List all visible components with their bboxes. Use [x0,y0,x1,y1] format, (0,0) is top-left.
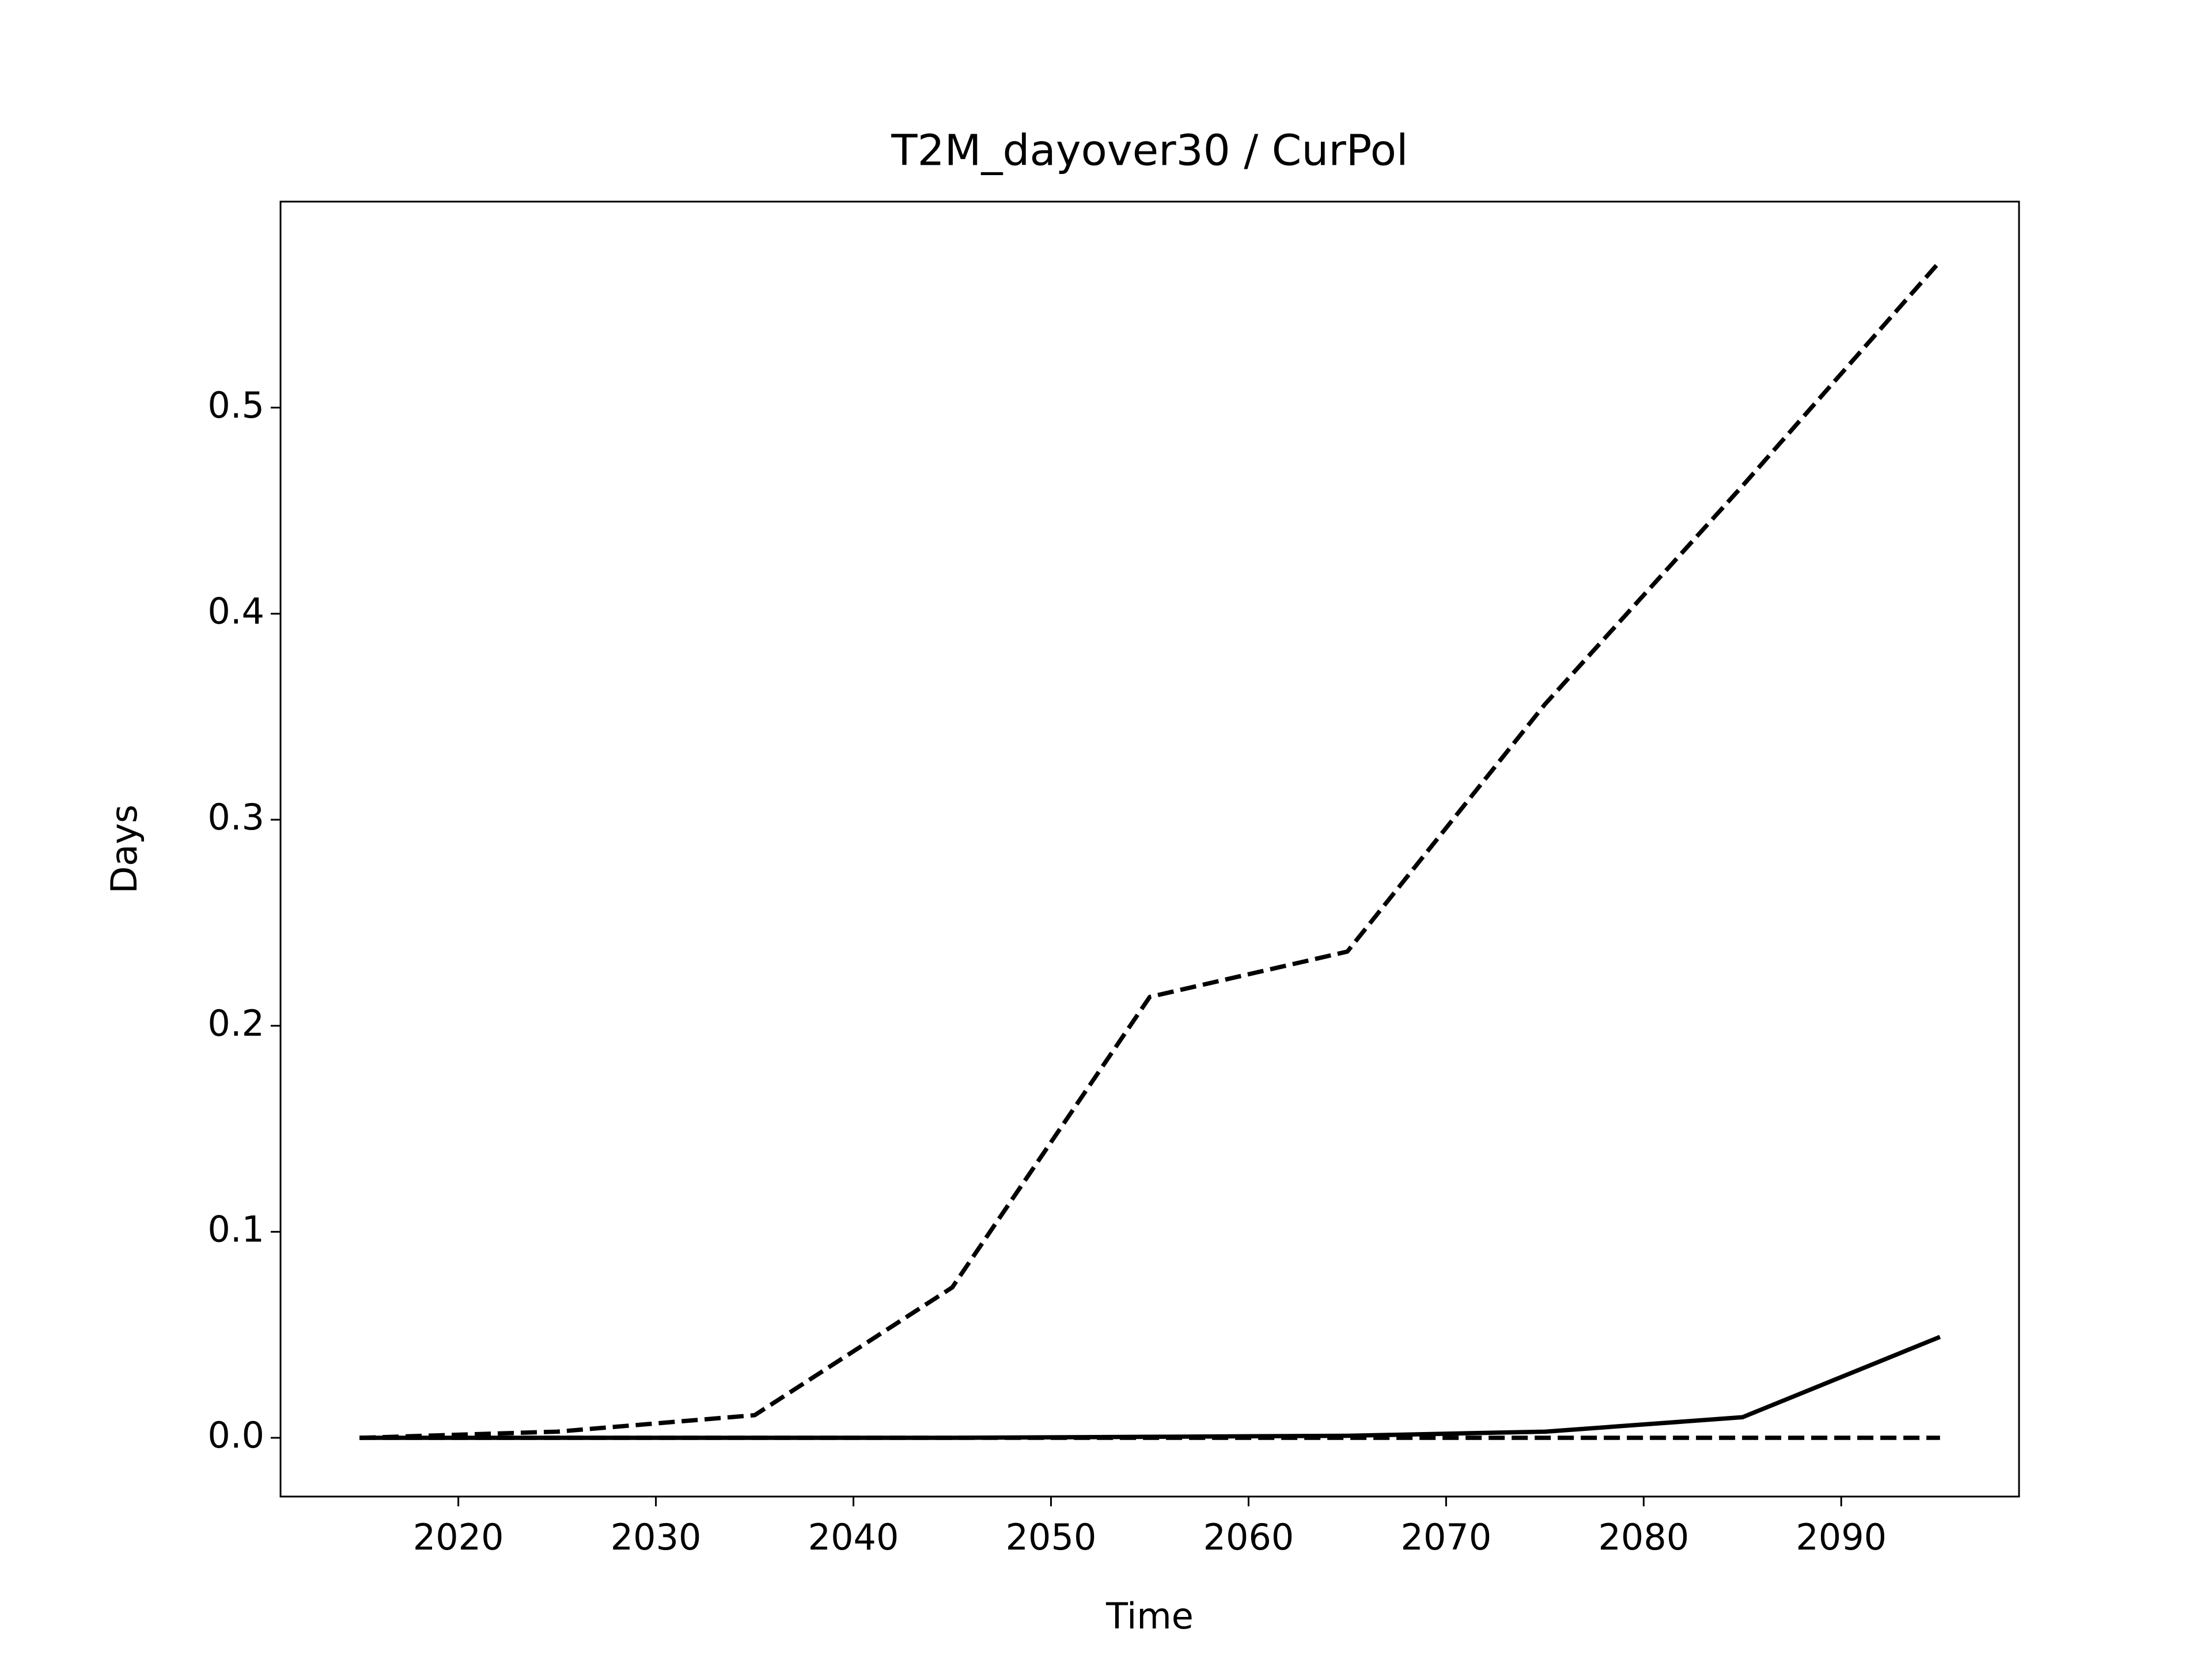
y-tick-label: 0.4 [207,590,264,632]
x-tick-label: 2030 [611,1516,702,1558]
y-tick-label: 0.0 [207,1414,264,1456]
y-tick-label: 0.2 [207,1002,264,1044]
x-tick-label: 2020 [413,1516,504,1558]
y-tick-label: 0.1 [207,1208,264,1250]
chart-title: T2M_dayover30 / CurPol [891,126,1408,176]
x-tick-label: 2070 [1401,1516,1492,1558]
x-tick-label: 2060 [1203,1516,1294,1558]
line-series [359,260,1942,1440]
x-tick-label: 2080 [1598,1516,1689,1558]
y-axis-label: Days [103,805,145,894]
x-axis-label: Time [1105,1595,1194,1637]
y-tick-label: 0.5 [207,384,264,426]
x-tick-label: 2050 [1006,1516,1097,1558]
plot-frame [279,200,2020,1498]
y-tick-label: 0.3 [207,796,264,838]
x-tick-label: 2090 [1796,1516,1887,1558]
x-tick-label: 2040 [808,1516,899,1558]
